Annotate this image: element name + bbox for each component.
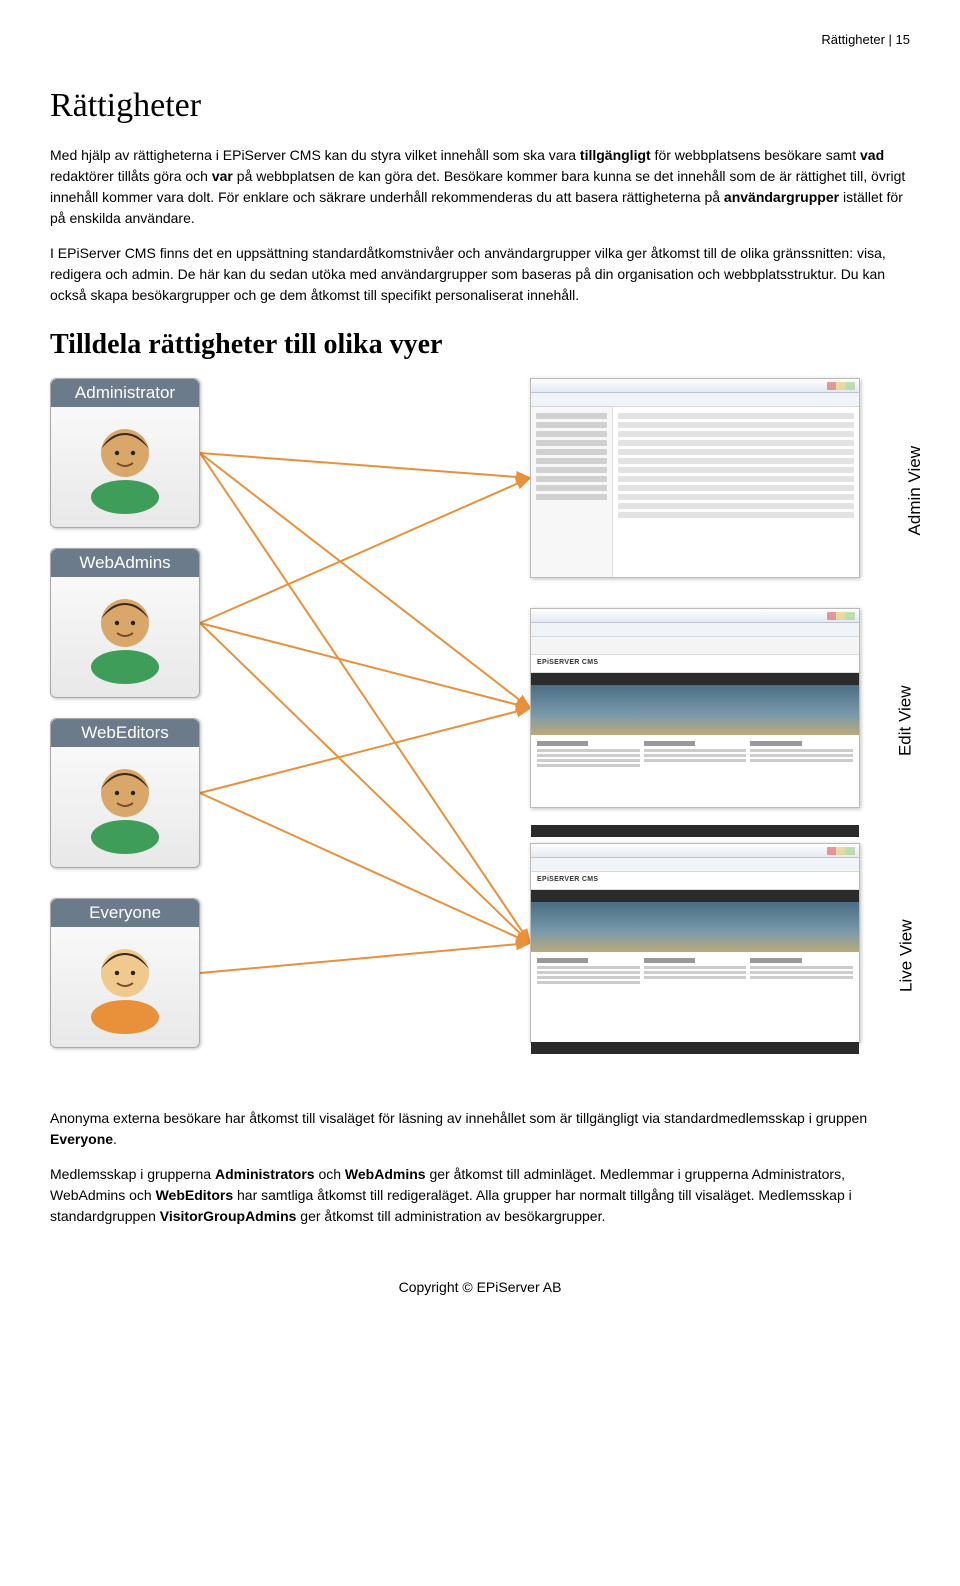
view-label: Live View <box>893 919 919 991</box>
role-label: Everyone <box>51 899 199 927</box>
text: för webbplatsens besökare samt <box>651 147 860 163</box>
avatar-icon <box>80 939 170 1040</box>
paragraph-2: I EPiServer CMS finns det en uppsättning… <box>50 243 910 306</box>
bold: var <box>212 168 233 184</box>
avatar-icon <box>80 759 170 860</box>
role-label: WebAdmins <box>51 549 199 577</box>
section-subtitle: Tilldela rättigheter till olika vyer <box>50 324 910 366</box>
view-label: Admin View <box>902 446 928 535</box>
role-label: WebEditors <box>51 719 199 747</box>
role-label: Administrator <box>51 379 199 407</box>
text: redaktörer tillåts göra och <box>50 168 212 184</box>
text: och <box>315 1166 345 1182</box>
bold: Everyone <box>50 1131 113 1147</box>
text: . <box>113 1131 117 1147</box>
bold: Administrators <box>215 1166 315 1182</box>
rights-diagram: Administrator WebAdmins WebEditors Every… <box>50 378 910 1078</box>
page-header: Rättigheter | 15 <box>50 30 910 50</box>
bold: WebEditors <box>156 1187 234 1203</box>
text: ger åtkomst till administration av besök… <box>296 1208 605 1224</box>
text: Medlemsskap i grupperna <box>50 1166 215 1182</box>
view-box-live: EPiSERVER CMS <box>530 843 860 1043</box>
paragraph-3: Anonyma externa besökare har åtkomst til… <box>50 1108 910 1150</box>
avatar-icon <box>80 589 170 690</box>
bold: VisitorGroupAdmins <box>160 1208 297 1224</box>
view-box-edit: EPiSERVER CMS <box>530 608 860 808</box>
role-box-webeditors: WebEditors <box>50 718 200 868</box>
paragraph-1: Med hjälp av rättigheterna i EPiServer C… <box>50 145 910 229</box>
page-title: Rättigheter <box>50 80 910 131</box>
bold: WebAdmins <box>345 1166 426 1182</box>
bold: vad <box>860 147 884 163</box>
role-box-everyone: Everyone <box>50 898 200 1048</box>
role-box-administrator: Administrator <box>50 378 200 528</box>
text: Anonyma externa besökare har åtkomst til… <box>50 1110 867 1126</box>
view-box-admin <box>530 378 860 578</box>
avatar-icon <box>80 419 170 520</box>
paragraph-4: Medlemsskap i grupperna Administrators o… <box>50 1164 910 1227</box>
view-label: Edit View <box>893 685 919 756</box>
bold: tillgängligt <box>580 147 651 163</box>
text: Med hjälp av rättigheterna i EPiServer C… <box>50 147 580 163</box>
role-box-webadmins: WebAdmins <box>50 548 200 698</box>
page-footer: Copyright © EPiServer AB <box>50 1277 910 1298</box>
bold: användargrupper <box>724 189 839 205</box>
